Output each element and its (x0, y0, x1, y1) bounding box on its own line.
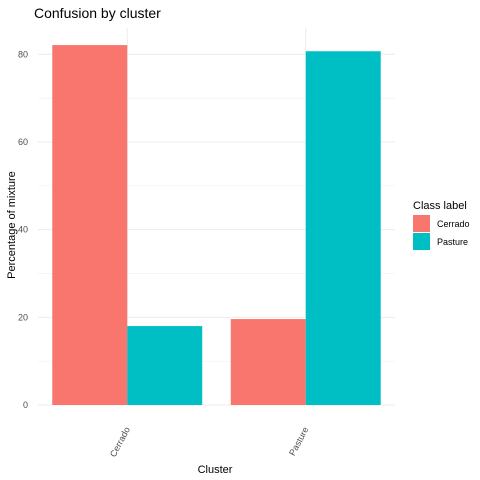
y-tick-label: 80 (18, 49, 28, 59)
x-axis-ticks: Cerrado Pasture (108, 425, 311, 458)
x-tick-label: Pasture (287, 425, 310, 457)
legend-label: Pasture (437, 237, 468, 247)
bar-pasture-cerrado (230, 319, 306, 405)
bar-pasture-pasture (305, 51, 381, 405)
legend-key-cerrado (413, 215, 430, 232)
legend: Class label Cerrado Pasture (413, 200, 470, 250)
y-tick-label: 40 (18, 225, 28, 235)
y-tick-label: 20 (18, 312, 28, 322)
legend-key-pasture (413, 233, 430, 250)
y-axis-title: Percentage of mixture (6, 171, 18, 279)
x-axis-title: Cluster (198, 464, 233, 476)
legend-title: Class label (413, 200, 467, 212)
y-tick-label: 60 (18, 137, 28, 147)
bar-cerrado-pasture (127, 326, 203, 405)
y-axis-ticks: 0 20 40 60 80 (18, 49, 28, 410)
legend-label: Cerrado (437, 219, 470, 229)
bars (52, 45, 381, 406)
bar-cerrado-cerrado (52, 45, 128, 406)
x-tick-label: Cerrado (108, 425, 132, 458)
y-tick-label: 0 (23, 400, 28, 410)
chart-title: Confusion by cluster (34, 5, 161, 21)
